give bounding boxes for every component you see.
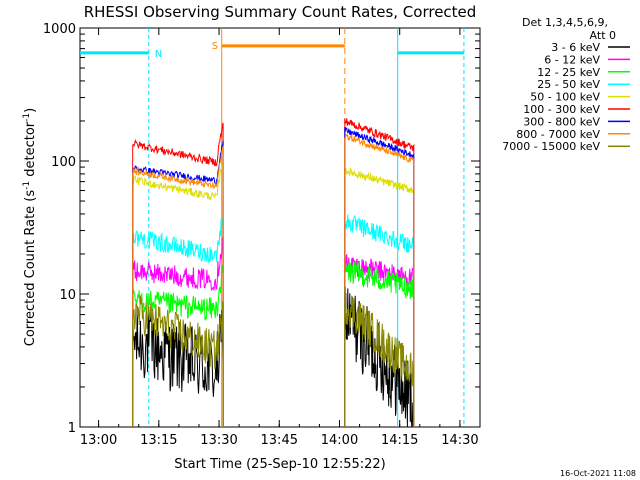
y-axis-label-main: Corrected Count Rate (s xyxy=(23,190,38,347)
x-axis-label: Start Time (25-Sep-10 12:55:22) xyxy=(174,457,385,472)
x-tick-label: 13:15 xyxy=(140,433,177,448)
series-line-8 xyxy=(344,286,415,427)
y-axis-label: Corrected Count Rate (s-1 detector-1) xyxy=(22,108,38,346)
series-layer xyxy=(132,118,415,428)
series-line-0 xyxy=(132,306,224,427)
series-line-2 xyxy=(344,261,415,427)
x-tick-label: 14:15 xyxy=(381,433,418,448)
series-line-1 xyxy=(132,236,224,427)
legend-label: 50 - 100 keV xyxy=(530,91,600,104)
y-axis-label-sup1: -1 xyxy=(22,181,32,190)
plot-area xyxy=(79,27,481,428)
legend-label: 800 - 7000 keV xyxy=(516,128,600,141)
series-line-3 xyxy=(344,214,415,427)
night-marker-label: N xyxy=(155,49,162,60)
legend-header-line1: Det 1,3,4,5,6,9, xyxy=(522,16,608,29)
y-tick-label: 1000 xyxy=(43,22,76,37)
series-line-4 xyxy=(344,166,415,427)
series-line-7 xyxy=(344,133,415,427)
legend-label: 100 - 300 keV xyxy=(523,103,600,116)
x-tick-label: 13:30 xyxy=(200,433,237,448)
x-tick-label: 13:00 xyxy=(80,433,117,448)
legend-label: 25 - 50 keV xyxy=(537,78,600,91)
plot-frame xyxy=(79,27,481,428)
series-line-3 xyxy=(132,216,224,427)
legend-label: 300 - 800 keV xyxy=(523,115,600,128)
legend-label: 7000 - 15000 keV xyxy=(502,140,600,153)
y-axis-label-close: ) xyxy=(23,108,38,113)
legend-label: 12 - 25 keV xyxy=(537,66,600,79)
legend-header-line2: Att 0 xyxy=(590,29,616,42)
series-line-0 xyxy=(344,288,415,428)
legend-label: 3 - 6 keV xyxy=(551,41,600,54)
y-tick-label: 100 xyxy=(51,155,76,170)
series-line-7 xyxy=(132,145,224,427)
series-line-2 xyxy=(132,261,224,427)
generation-timestamp: 16-Oct-2021 11:08 xyxy=(560,469,636,478)
x-tick-label: 14:00 xyxy=(321,433,358,448)
y-tick-label: 1 xyxy=(68,421,76,436)
y-axis-label-sup2: -1 xyxy=(22,113,32,122)
y-axis: 1 10 100 1000 xyxy=(43,22,480,436)
x-tick-label: 13:45 xyxy=(261,433,298,448)
series-line-4 xyxy=(132,161,224,427)
series-line-6 xyxy=(132,140,224,427)
x-axis: 13:00 13:15 13:30 13:45 14:00 14:15 14:30 xyxy=(80,28,481,448)
series-line-5 xyxy=(344,118,415,427)
y-axis-label-tail: detector xyxy=(23,121,38,181)
series-line-6 xyxy=(344,127,415,427)
chart-title: RHESSI Observing Summary Count Rates, Co… xyxy=(84,3,477,21)
x-tick-label: 14:30 xyxy=(441,433,478,448)
series-line-5 xyxy=(132,122,224,427)
legend-label: 6 - 12 keV xyxy=(544,53,600,66)
saa-label: S xyxy=(212,41,218,52)
series-line-8 xyxy=(132,295,224,427)
y-tick-label: 10 xyxy=(59,288,76,303)
